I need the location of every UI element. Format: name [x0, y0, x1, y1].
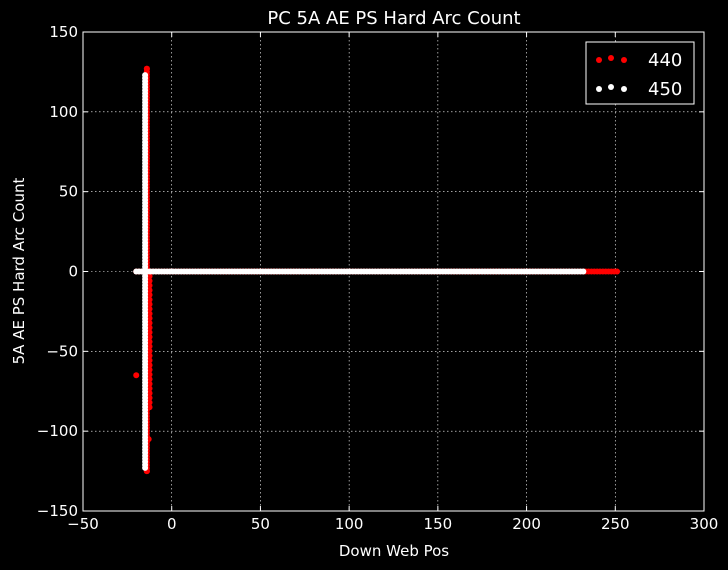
data-point	[146, 385, 153, 392]
y-tick-label: 0	[68, 263, 78, 281]
x-tick-label: 200	[512, 515, 541, 533]
x-tick-label: 50	[251, 515, 270, 533]
data-point	[146, 343, 153, 350]
data-point	[146, 404, 153, 411]
data-points	[133, 65, 621, 475]
x-tick-label: 300	[690, 515, 719, 533]
y-tick-label: −150	[37, 502, 78, 520]
data-point	[146, 394, 153, 401]
data-point	[146, 273, 153, 280]
legend-entry-450: 450	[596, 79, 682, 100]
y-tick-label: 150	[49, 23, 78, 41]
data-point	[146, 315, 153, 322]
series-450	[133, 72, 587, 471]
legend-box	[585, 41, 695, 105]
x-tick-label: −50	[67, 515, 99, 533]
y-axis-label: 5A AE PS Hard Arc Count	[10, 178, 28, 365]
x-axis-label: Down Web Pos	[339, 542, 449, 560]
data-point	[146, 301, 153, 308]
legend-marker	[621, 57, 627, 63]
y-tick-label: 50	[59, 183, 78, 201]
x-tick-label: 0	[167, 515, 177, 533]
x-tick-label: 250	[601, 515, 630, 533]
legend-marker	[596, 57, 602, 63]
legend-marker	[621, 86, 627, 92]
x-tick-label: 100	[335, 515, 364, 533]
data-point	[143, 65, 150, 72]
data-point	[146, 282, 153, 289]
data-point	[146, 305, 153, 312]
y-tick-label: −50	[46, 342, 78, 360]
legend-marker	[608, 55, 614, 61]
legend-marker	[608, 84, 614, 90]
legend-label: 440	[648, 50, 682, 71]
data-point	[580, 268, 587, 275]
chart-title: PC 5A AE PS Hard Arc Count	[267, 8, 520, 29]
legend-entry-440: 440	[596, 50, 682, 71]
data-point	[146, 362, 153, 369]
legend-marker	[596, 86, 602, 92]
legend-label: 450	[648, 79, 682, 100]
axis-ticks: −50 0 50 100 150 200 250 300 −150 −100 −50 0 50 100 15…	[37, 23, 719, 533]
data-point	[146, 324, 153, 331]
data-point	[146, 291, 153, 298]
data-point	[142, 72, 149, 79]
data-point	[133, 372, 140, 379]
data-point	[146, 376, 153, 383]
data-point	[146, 366, 153, 373]
x-tick-label: 150	[424, 515, 453, 533]
y-tick-label: 100	[49, 103, 78, 121]
data-point	[146, 352, 153, 359]
data-point	[614, 268, 621, 275]
data-point	[146, 296, 153, 303]
data-point	[146, 334, 153, 341]
y-tick-label: −100	[37, 422, 78, 440]
